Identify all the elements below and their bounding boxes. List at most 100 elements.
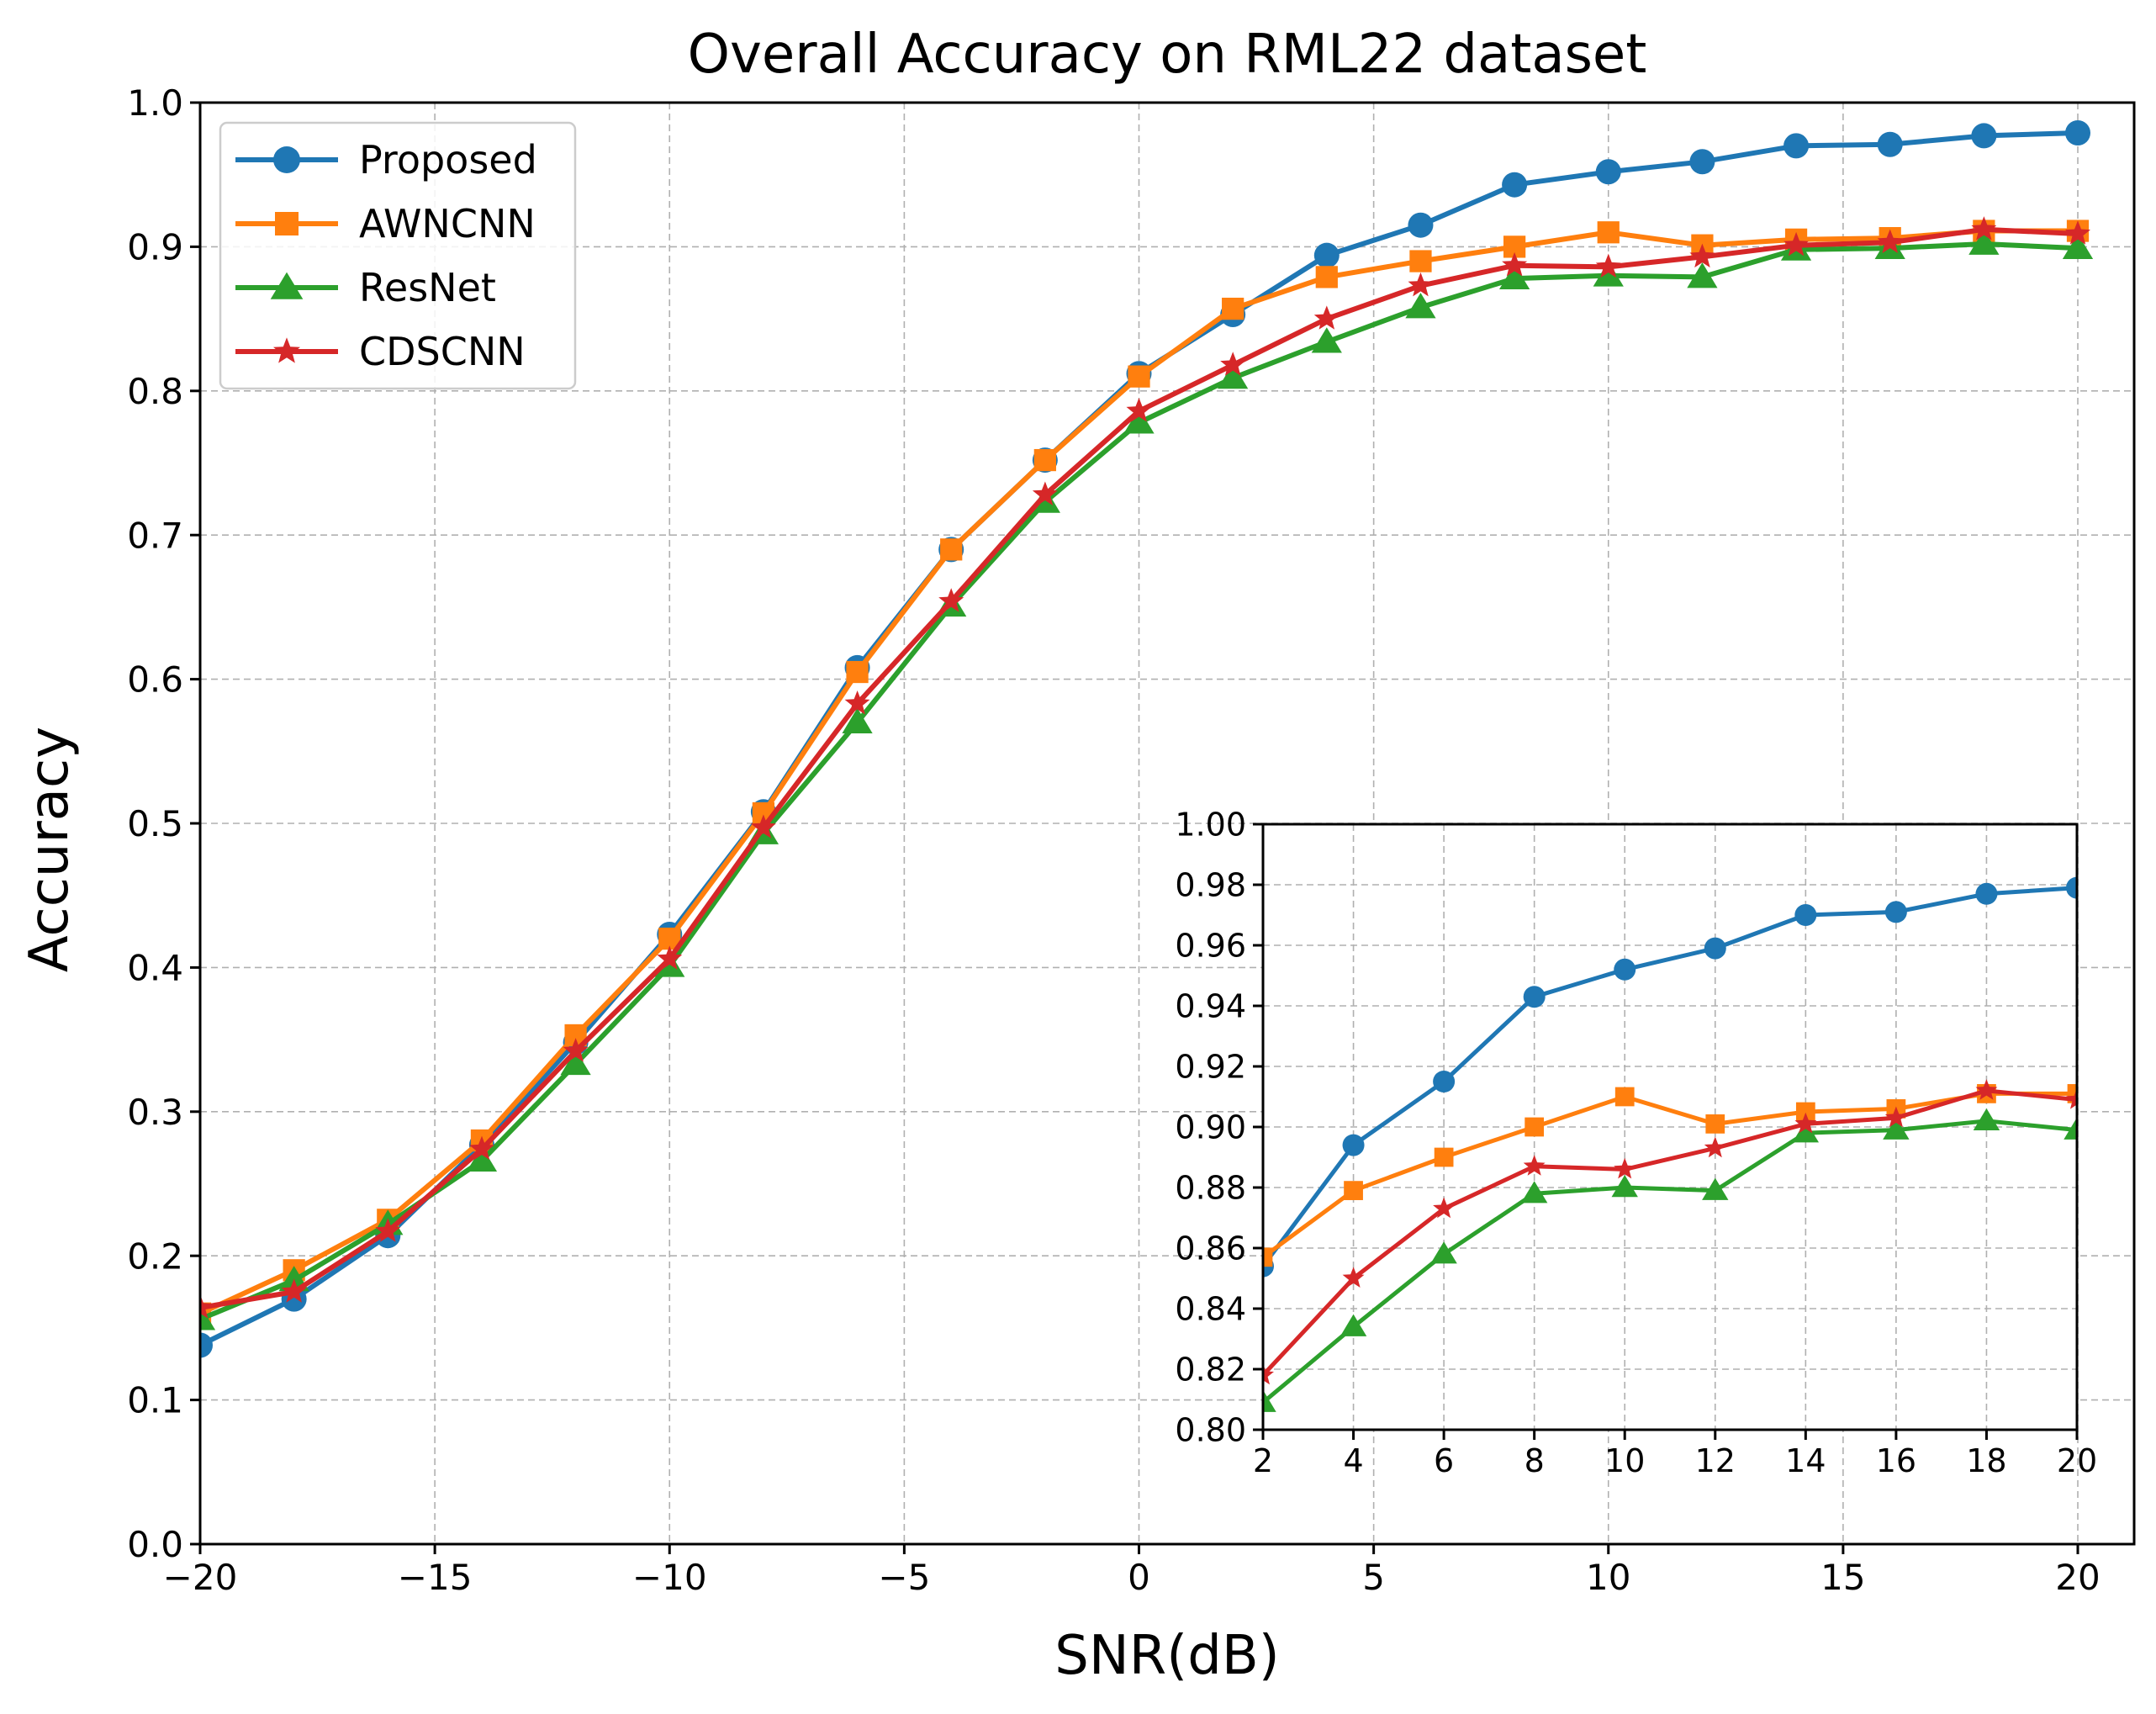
main-point-cdscnn bbox=[1502, 251, 1528, 277]
main-point-cdscnn bbox=[281, 1278, 307, 1303]
inset-point-awncnn bbox=[1344, 1181, 1363, 1200]
inset-point-resnet bbox=[1520, 1181, 1548, 1204]
main-y-tick-label: 0.2 bbox=[127, 1235, 183, 1277]
main-x-tick-label: −5 bbox=[878, 1557, 930, 1598]
inset-point-proposed bbox=[2066, 876, 2077, 899]
main-point-cdscnn bbox=[200, 1294, 213, 1319]
main-point-resnet bbox=[1405, 293, 1436, 319]
inset-point-resnet bbox=[1611, 1175, 1638, 1198]
main-point-resnet bbox=[2062, 233, 2094, 260]
main-point-proposed bbox=[1502, 172, 1528, 198]
main-point-cdscnn bbox=[1408, 272, 1434, 297]
inset-point-resnet bbox=[1702, 1177, 1729, 1200]
main-point-awncnn bbox=[940, 538, 963, 561]
main-point-resnet bbox=[1218, 363, 1249, 389]
main-x-tick-label: 15 bbox=[1820, 1557, 1865, 1598]
main-point-resnet bbox=[1123, 408, 1155, 434]
x-axis-label: SNR(dB) bbox=[1054, 1625, 1279, 1687]
inset-point-cdscnn bbox=[1704, 1136, 1726, 1158]
y-axis-label: Accuracy bbox=[18, 727, 81, 972]
main-point-awncnn bbox=[1033, 448, 1056, 472]
main-point-resnet bbox=[842, 707, 873, 733]
main-point-proposed bbox=[1313, 242, 1340, 268]
inset-series-line-cdscnn bbox=[1263, 1088, 2077, 1377]
main-point-cdscnn bbox=[563, 1038, 589, 1062]
inset-series-line-awncnn bbox=[1263, 1091, 2077, 1259]
chart-title: Overall Accuracy on RML22 dataset bbox=[688, 24, 1647, 86]
main-point-proposed bbox=[1783, 133, 1810, 159]
main-point-cdscnn bbox=[750, 814, 776, 838]
inset-point-awncnn bbox=[1705, 1114, 1725, 1134]
inset-y-tick-label: 1.00 bbox=[1175, 807, 1246, 844]
inset-point-resnet bbox=[1792, 1120, 1820, 1143]
inset-y-tick-label: 0.80 bbox=[1175, 1412, 1246, 1449]
legend-marker-resnet bbox=[270, 272, 304, 299]
inset-point-cdscnn bbox=[1884, 1106, 1907, 1128]
main-y-tick-label: 0.7 bbox=[127, 515, 183, 556]
inset-y-tick-label: 0.88 bbox=[1175, 1170, 1246, 1207]
legend: Proposed AWNCNN ResNet CDSCNN bbox=[219, 121, 577, 390]
inset-point-awncnn bbox=[1614, 1087, 1635, 1107]
inset-point-cdscnn bbox=[2066, 1087, 2077, 1109]
inset-x-tick-label: 16 bbox=[1876, 1442, 1916, 1479]
inset-point-resnet bbox=[1973, 1108, 2000, 1131]
legend-marker-cdscnn bbox=[273, 337, 300, 363]
inset-y-tick-label: 0.94 bbox=[1175, 988, 1246, 1025]
main-y-tick-label: 0.6 bbox=[127, 659, 183, 701]
inset-point-cdscnn bbox=[1433, 1197, 1456, 1219]
main-point-resnet bbox=[1498, 263, 1530, 290]
inset-point-resnet bbox=[2064, 1117, 2077, 1140]
legend-item-resnet: ResNet bbox=[235, 265, 496, 310]
inset-point-proposed bbox=[1523, 986, 1546, 1008]
main-point-cdscnn bbox=[1595, 253, 1621, 278]
main-point-cdscnn bbox=[1877, 229, 1903, 253]
inset-point-cdscnn bbox=[1975, 1079, 1998, 1100]
main-x-tick-label: 5 bbox=[1362, 1557, 1385, 1598]
main-y-tick-label: 0.1 bbox=[127, 1380, 183, 1421]
inset-point-cdscnn bbox=[1614, 1157, 1636, 1179]
inset-y-tick-label: 0.82 bbox=[1175, 1352, 1246, 1389]
inset-point-proposed bbox=[1342, 1134, 1365, 1156]
inset-plot: 2 4 6 8 10 12 14 16 18 20 0.80 0.82 0.84 0.86 0.88 0.90… bbox=[1175, 807, 2097, 1479]
main-x-tick-label: −20 bbox=[163, 1557, 238, 1598]
main-x-tick-label: 0 bbox=[1128, 1557, 1150, 1598]
inset-point-proposed bbox=[1884, 901, 1907, 923]
inset-point-resnet bbox=[1883, 1117, 1910, 1140]
main-x-tick-label: 20 bbox=[2055, 1557, 2100, 1598]
legend-item-cdscnn: CDSCNN bbox=[235, 329, 526, 374]
main-point-cdscnn bbox=[1971, 216, 1997, 241]
inset-point-proposed bbox=[1975, 882, 1998, 905]
main-point-cdscnn bbox=[469, 1135, 494, 1161]
inset-x-tick-label: 4 bbox=[1343, 1442, 1363, 1479]
main-point-resnet bbox=[1593, 261, 1624, 287]
main-x-tick-label: −15 bbox=[398, 1557, 473, 1598]
inset-point-awncnn bbox=[1525, 1117, 1545, 1137]
inset-x-tick-label: 6 bbox=[1434, 1442, 1454, 1479]
inset-x-tick-label: 18 bbox=[1966, 1442, 2006, 1479]
main-y-tick-label: 0.0 bbox=[127, 1524, 183, 1565]
main-point-cdscnn bbox=[1126, 398, 1152, 422]
inset-point-proposed bbox=[1433, 1071, 1456, 1092]
inset-point-resnet bbox=[1430, 1241, 1457, 1264]
inset-y-tick-label: 0.96 bbox=[1175, 928, 1246, 965]
main-y-tick-label: 0.3 bbox=[127, 1092, 183, 1133]
inset-x-tick-label: 2 bbox=[1253, 1442, 1273, 1479]
inset-x-tick-label: 8 bbox=[1525, 1442, 1545, 1479]
inset-y-tick-label: 0.98 bbox=[1175, 867, 1246, 904]
inset-point-awncnn bbox=[1434, 1147, 1454, 1167]
inset-point-proposed bbox=[1614, 958, 1636, 981]
main-y-tick-label: 0.4 bbox=[127, 948, 183, 989]
inset-x-tick-label: 20 bbox=[2057, 1442, 2097, 1479]
main-point-cdscnn bbox=[657, 945, 683, 970]
legend-label-resnet: ResNet bbox=[359, 265, 496, 310]
inset-point-resnet bbox=[1340, 1314, 1367, 1336]
inset-point-awncnn bbox=[2067, 1084, 2077, 1103]
main-y-tick-label: 1.0 bbox=[127, 82, 183, 124]
legend-label-cdscnn: CDSCNN bbox=[359, 329, 526, 374]
main-point-proposed bbox=[1877, 131, 1903, 157]
main-point-proposed bbox=[2065, 119, 2091, 145]
main-y-tick-label: 0.5 bbox=[127, 803, 183, 844]
main-point-cdscnn bbox=[1783, 231, 1809, 257]
main-point-cdscnn bbox=[1689, 243, 1715, 268]
